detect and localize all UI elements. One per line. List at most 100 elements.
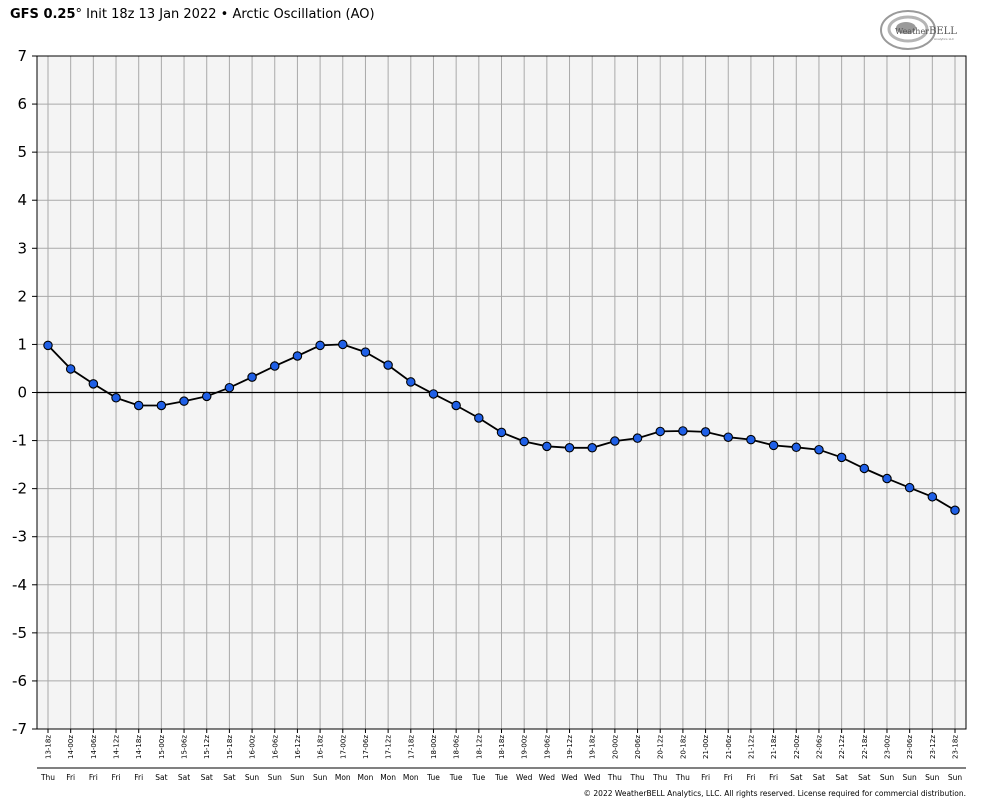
x-tick-label: 22-06z <box>815 735 823 759</box>
x-day-label: Mon <box>403 773 419 782</box>
x-tick-label: 21-12z <box>747 735 755 759</box>
series <box>43 339 960 516</box>
x-day-label: Sat <box>835 773 847 782</box>
y-tick-label: 4 <box>17 191 27 209</box>
x-day-label: Tue <box>449 773 463 782</box>
y-tick-label: -4 <box>12 576 27 594</box>
x-day-label: Mon <box>358 773 374 782</box>
x-day-label: Fri <box>89 773 98 782</box>
x-day-label: Fri <box>701 773 710 782</box>
x-tick-label: 17-00z <box>339 735 347 759</box>
x-day-label: Fri <box>66 773 75 782</box>
x-tick-label: 19-18z <box>589 735 597 759</box>
y-tick-label: 1 <box>17 335 27 353</box>
x-tick-label: 14-00z <box>67 735 75 759</box>
data-point <box>542 441 552 452</box>
y-tick-label: 0 <box>17 384 27 402</box>
copyright-notice: © 2022 WeatherBELL Analytics, LLC. All r… <box>583 789 966 798</box>
x-tick-label: 17-12z <box>385 735 393 759</box>
x-tick-label: 15-18z <box>226 735 234 759</box>
data-point <box>43 340 53 351</box>
x-day-label: Fri <box>724 773 733 782</box>
x-tick-label: 20-18z <box>679 735 687 759</box>
x-day-label: Sun <box>290 773 305 782</box>
chart-header: GFS 0.25° Init 18z 13 Jan 2022 • Arctic … <box>10 7 375 22</box>
x-day-label: Thu <box>607 773 622 782</box>
bullet-separator: • <box>216 7 233 22</box>
x-day-label: Tue <box>494 773 508 782</box>
x-day-label: Sun <box>880 773 895 782</box>
x-tick-label: 15-12z <box>203 735 211 759</box>
data-point <box>428 389 439 399</box>
data-point <box>133 400 144 411</box>
data-point <box>678 426 688 436</box>
y-tick-label: 7 <box>17 47 27 65</box>
x-day-label: Wed <box>539 773 556 782</box>
data-point <box>723 432 733 442</box>
data-point <box>156 400 167 411</box>
x-day-label: Thu <box>40 773 55 782</box>
data-point <box>700 427 711 437</box>
data-point <box>655 426 665 437</box>
data-point <box>587 443 597 453</box>
data-point <box>610 436 620 446</box>
y-tick-label: 2 <box>17 287 27 305</box>
x-tick-label: 21-00z <box>702 735 710 759</box>
x-day-label: Sat <box>155 773 167 782</box>
y-tick-label: 6 <box>17 95 27 113</box>
data-point <box>564 443 575 453</box>
data-point <box>519 436 529 447</box>
x-day-label: Sat <box>790 773 802 782</box>
x-tick-label: 14-18z <box>135 735 143 759</box>
data-point <box>383 360 393 370</box>
x-day-label: Sat <box>178 773 190 782</box>
x-tick-label: 18-12z <box>475 735 483 759</box>
y-tick-label: 3 <box>17 239 27 257</box>
y-tick-label: 5 <box>17 143 27 161</box>
data-point <box>950 505 960 516</box>
x-day-label: Mon <box>335 773 351 782</box>
x-tick-label: 20-12z <box>657 735 665 759</box>
x-tick-label: 17-18z <box>407 735 415 759</box>
x-day-label: Sun <box>245 773 260 782</box>
x-tick-label: 14-12z <box>113 735 121 759</box>
x-tick-label: 15-06z <box>181 735 189 759</box>
x-day-label: Thu <box>652 773 667 782</box>
x-tick-label: 13-18z <box>45 735 53 759</box>
x-day-label: Sat <box>201 773 213 782</box>
x-day-label: Thu <box>630 773 645 782</box>
data-point <box>269 361 280 371</box>
data-point <box>859 463 870 474</box>
data-point <box>247 372 257 382</box>
data-point <box>201 391 212 402</box>
x-tick-label: 16-06z <box>271 735 279 759</box>
data-point <box>904 482 915 493</box>
x-tick-label: 21-06z <box>725 735 733 759</box>
x-day-label: Fri <box>769 773 778 782</box>
degree-symbol: ° <box>75 7 83 22</box>
x-tick-label: 15-00z <box>158 735 166 759</box>
data-point <box>111 393 121 403</box>
data-point <box>791 442 802 453</box>
x-tick-label: 19-00z <box>521 735 529 759</box>
data-point <box>338 339 348 350</box>
x-tick-label: 21-18z <box>770 735 778 759</box>
x-tick-label: 19-12z <box>566 735 574 759</box>
data-point <box>315 340 325 351</box>
x-tick-label: 18-00z <box>430 735 438 759</box>
x-tick-label: 16-18z <box>317 735 325 759</box>
data-point <box>474 413 484 423</box>
x-day-label: Sat <box>813 773 825 782</box>
x-day-label: Sun <box>313 773 328 782</box>
x-tick-label: 17-06z <box>362 735 370 759</box>
y-tick-label: -5 <box>12 624 27 642</box>
y-tick-label: -6 <box>12 672 27 690</box>
x-day-label: Sun <box>268 773 283 782</box>
x-day-label: Sat <box>858 773 870 782</box>
product-name: Arctic Oscillation (AO) <box>232 7 375 22</box>
data-point <box>179 396 189 406</box>
x-day-label: Wed <box>561 773 578 782</box>
x-tick-label: 14-06z <box>90 735 98 759</box>
y-tick-label: -3 <box>12 528 27 546</box>
x-day-label: Sun <box>948 773 963 782</box>
